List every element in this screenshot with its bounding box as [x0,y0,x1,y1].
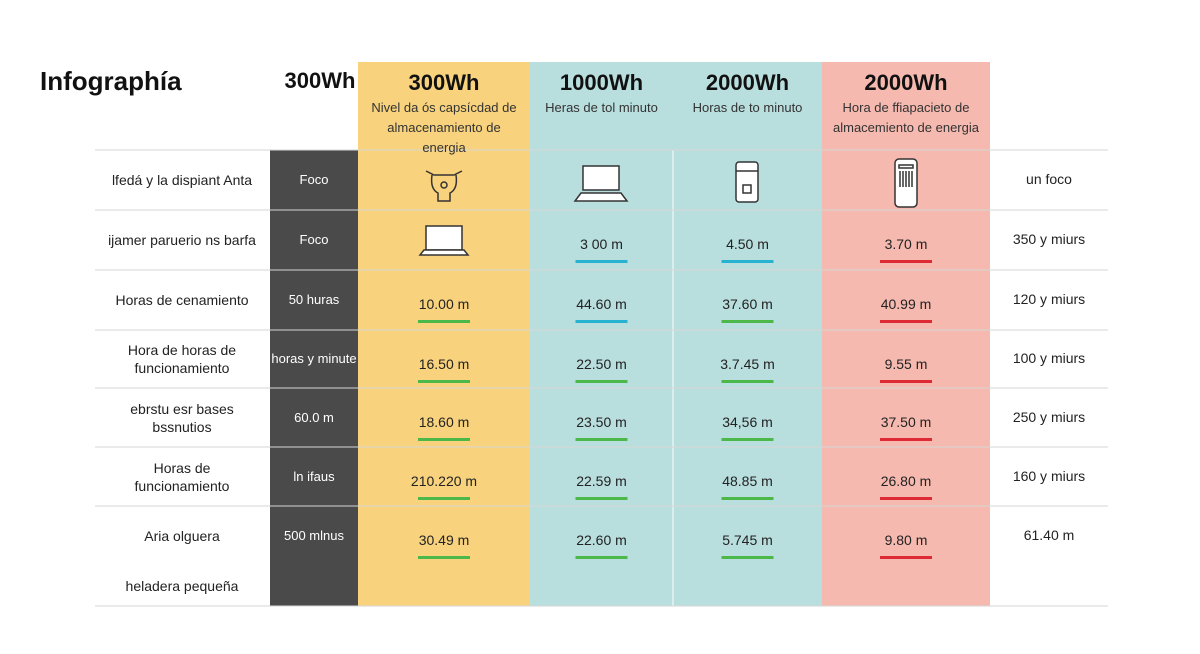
row-label: ijamer paruerio ns barfa [108,232,256,248]
value-underline [575,556,628,559]
column-subtitle: Hora de ffiapacieto de almacemiento de e… [833,100,979,135]
value-underline [575,438,628,441]
row-label: Horas de funcionamiento [134,459,230,494]
value-cell: 4.50 m [726,236,769,252]
right-cell: 250 y miurs [1012,408,1086,425]
value-underline [880,380,932,383]
column-title: 1000Wh [559,70,644,95]
column-title: 300Wh [408,70,480,95]
dark-cell: Foco [299,232,329,247]
row-label: Aria olguera [144,527,220,544]
laptop-icon [418,225,470,256]
value-underline [575,260,628,263]
value-underline [418,497,470,500]
dark-column [270,150,358,606]
value-underline [721,380,774,383]
heater-icon [735,161,759,203]
value-underline [721,497,774,500]
value-underline [418,320,470,323]
row-label: ebrstu esr bases bssnutios [130,400,234,435]
value-underline [880,556,932,559]
value-cell: 9.80 m [884,532,928,548]
teal-column [530,62,822,606]
value-cell: 210.220 m [410,473,478,489]
laptop-icon [573,165,629,202]
value-underline [721,556,774,559]
pink-column [822,62,990,606]
right-cell: un foco [1026,171,1072,187]
dark-cell: 60.0 m [294,409,334,425]
value-underline [721,260,774,263]
column-title: 2000Wh [705,70,790,95]
value-underline [880,438,932,441]
right-cell: 61.40 m [1023,526,1075,543]
dark-cell: 50 huras [288,292,340,307]
dark-cell: ln ifaus [293,468,335,484]
value-underline [418,556,470,559]
value-cell: 22.60 m [576,532,627,548]
row-label: Hora de horas de funcionamiento [127,342,237,376]
row-label: heladera pequeña [125,577,239,594]
value-cell: 9.55 m [884,356,928,372]
dark-cell: 500 mlnus [284,527,344,543]
value-cell: 5.745 m [722,532,773,548]
value-underline [575,320,628,323]
right-cell: 120 y miurs [1012,291,1086,307]
value-underline [721,320,774,323]
value-underline [418,380,470,383]
value-cell: 30.49 m [418,532,470,548]
value-underline [575,497,628,500]
right-cell: 350 y miurs [1012,231,1086,247]
value-underline [880,260,932,263]
value-cell: 37.60 m [722,296,773,312]
value-cell: 26.80 m [880,473,932,489]
icons [418,158,918,256]
device-icon [425,170,463,202]
value-cell: 16.50 m [418,356,470,372]
dark-cell: horas y minute [271,351,357,366]
yellow-column [358,62,530,606]
row-label: lfedá y la dispiant Anta [111,172,253,188]
column-subtitle: Heras de tol minuto [545,100,658,115]
value-cell: 22.59 m [576,473,627,489]
column-subtitle: Horas de to minuto [692,100,803,115]
value-underline [418,438,470,441]
page-title: Infographía [40,66,182,96]
value-cell: 3.70 m [884,236,928,252]
row-label: Horas de cenamiento [115,292,249,308]
right-cell: 100 y miurs [1012,350,1086,366]
value-cell: 3 00 m [580,236,623,252]
value-underline [721,438,774,441]
right-cell: 160 y miurs [1012,467,1086,484]
value-cell: 23.50 m [576,414,627,430]
value-cell: 34,56 m [722,414,773,430]
column-subtitle: Nivel da ós capsícdad de almacenamiento … [371,100,517,155]
value-cell: 22.50 m [576,356,627,372]
dark-cell: Foco [299,172,329,187]
value-cell: 48.85 m [722,473,773,489]
value-cell: 18.60 m [418,414,470,430]
value-cell: 44.60 m [576,296,627,312]
value-cell: 40.99 m [880,296,932,312]
value-underline [880,320,932,323]
row-lines [95,149,1108,607]
value-underline [575,380,628,383]
column-title: 2000Wh [864,70,948,95]
appliance-icon [894,158,918,208]
value-cell: 10.00 m [418,296,470,312]
value-cell: 3.7.45 m [720,356,775,372]
value-underline [880,497,932,500]
value-cell: 37.50 m [880,414,932,430]
corner-label: 300Wh [284,68,356,93]
